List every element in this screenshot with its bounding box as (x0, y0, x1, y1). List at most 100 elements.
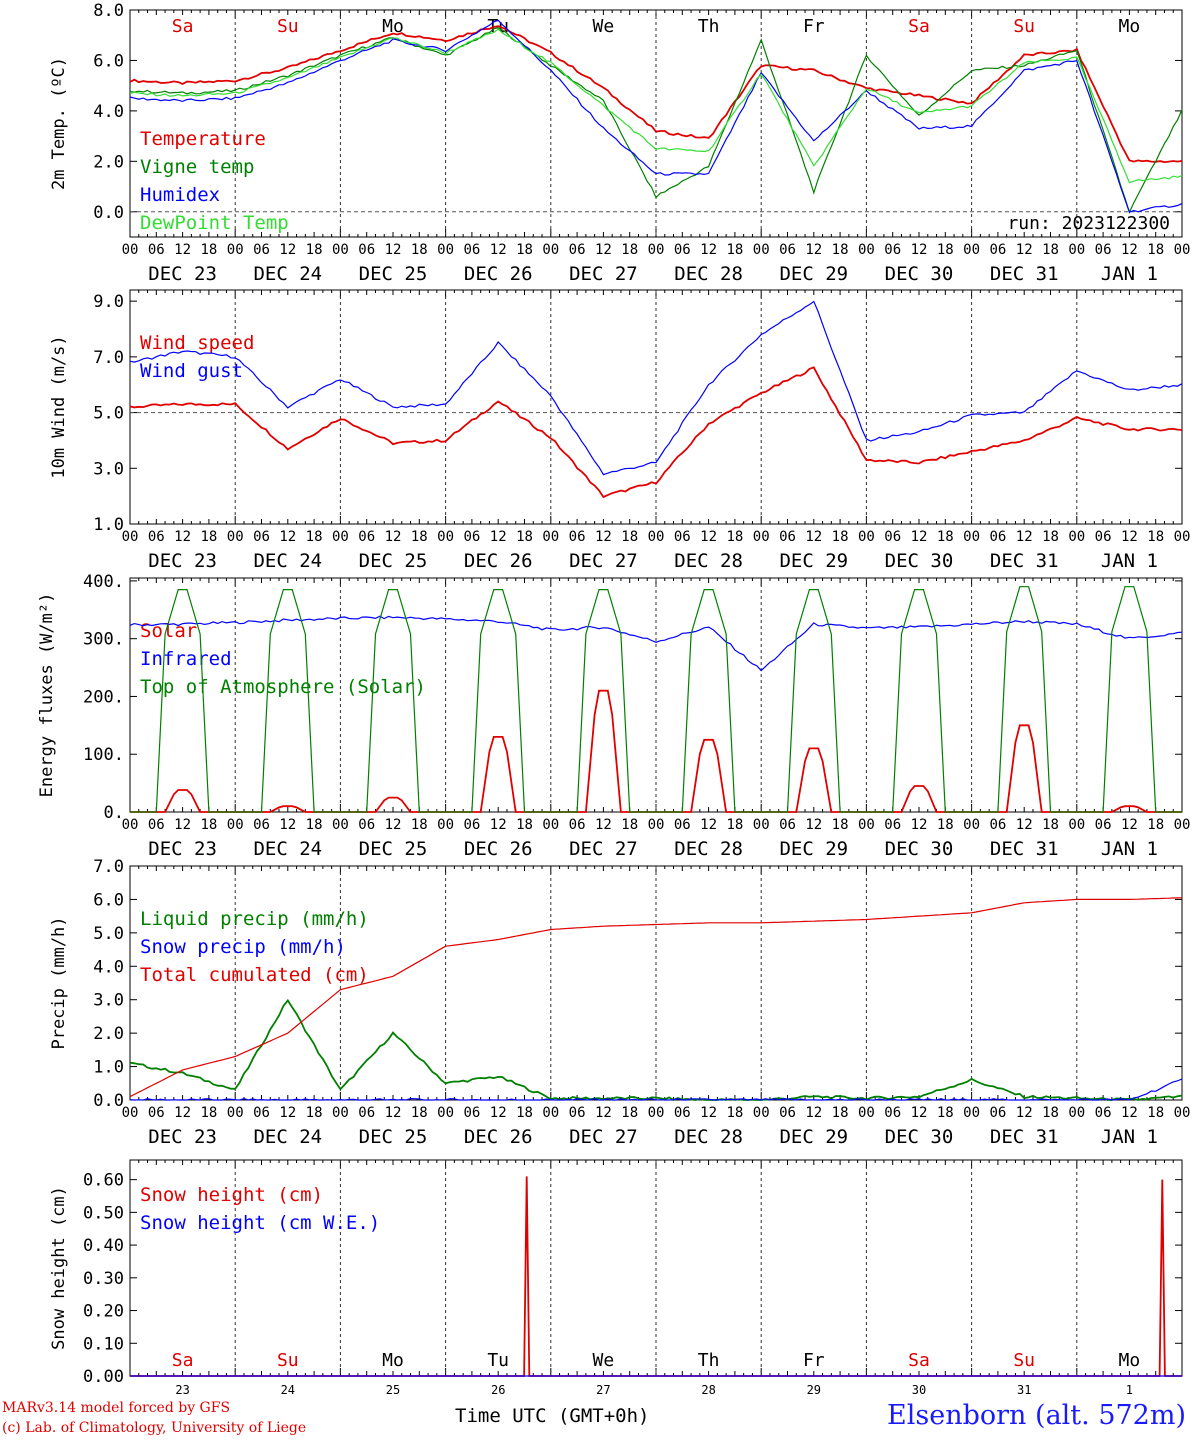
hour-tick-label: 00 (648, 1105, 665, 1121)
hour-tick-label: 12 (279, 817, 296, 833)
hour-tick-label: 00 (1068, 242, 1085, 258)
hour-tick-label: 18 (200, 529, 217, 545)
legend-entry: Top of Atmosphere (Solar) (140, 676, 426, 698)
hour-tick-label: 18 (726, 817, 743, 833)
hour-tick-label: 12 (1121, 1105, 1138, 1121)
hour-tick-label: 18 (411, 1105, 428, 1121)
date-label: DEC 29 (779, 263, 848, 285)
hour-tick-label: 12 (490, 242, 507, 258)
hour-tick-label: 12 (490, 1105, 507, 1121)
hour-tick-label: 12 (174, 529, 191, 545)
series-line (129, 300, 1183, 476)
hour-tick-label: 12 (911, 529, 928, 545)
hour-tick-label: 12 (595, 1105, 612, 1121)
hour-tick-label: 00 (332, 242, 349, 258)
hour-tick-label: 00 (1174, 817, 1191, 833)
date-label: DEC 29 (779, 1126, 848, 1148)
hour-tick-label: 12 (805, 529, 822, 545)
legend-entry: Humidex (140, 184, 220, 206)
hour-tick-label: 18 (621, 242, 638, 258)
hour-tick-label: 06 (358, 529, 375, 545)
hour-tick-label: 18 (621, 817, 638, 833)
hour-tick-label: 06 (569, 817, 586, 833)
hour-tick-label: 12 (279, 242, 296, 258)
legend-entry: Snow height (cm W.E.) (140, 1212, 380, 1234)
date-label: DEC 29 (779, 550, 848, 572)
hour-tick-label: 18 (306, 1105, 323, 1121)
hour-tick-label: 06 (253, 529, 270, 545)
date-label: DEC 27 (569, 263, 638, 285)
series-line (129, 615, 1183, 672)
hour-tick-label: 06 (358, 1105, 375, 1121)
hour-tick-label: 06 (1095, 529, 1112, 545)
hour-tick-label: 00 (227, 817, 244, 833)
hour-tick-label: 12 (805, 1105, 822, 1121)
hour-tick-label: 18 (306, 242, 323, 258)
hour-tick-label: 00 (542, 529, 559, 545)
hour-tick-label: 12 (1121, 817, 1138, 833)
date-label: DEC 26 (464, 1126, 533, 1148)
y-tick-label: 100. (83, 745, 124, 765)
hour-tick-label: 00 (122, 817, 139, 833)
hour-tick-label: 18 (306, 817, 323, 833)
hour-tick-label: 00 (227, 1105, 244, 1121)
hour-tick-label: 18 (726, 242, 743, 258)
y-axis-label: Energy fluxes (W/m²) (37, 593, 57, 798)
y-tick-label: 3.0 (93, 991, 124, 1011)
y-tick-label: 0.0 (93, 1091, 124, 1111)
hour-tick-label: 12 (1121, 529, 1138, 545)
hour-tick-label: 00 (1174, 1105, 1191, 1121)
series-line (130, 689, 1182, 813)
hour-tick-label: 06 (148, 817, 165, 833)
weekday-label: Sa (172, 1350, 194, 1371)
y-tick-label: 0.10 (83, 1334, 124, 1354)
legend-entry: Snow height (cm) (140, 1184, 323, 1206)
hour-tick-label: 00 (437, 817, 454, 833)
hour-tick-label: 00 (332, 817, 349, 833)
hour-tick-label: 18 (516, 1105, 533, 1121)
y-tick-label: 0. (104, 803, 124, 823)
hour-tick-label: 00 (122, 1105, 139, 1121)
hour-tick-label: 18 (1042, 529, 1059, 545)
date-label: DEC 24 (253, 1126, 322, 1148)
hour-tick-label: 00 (858, 817, 875, 833)
series-line (129, 28, 1183, 184)
hour-tick-label: 06 (674, 817, 691, 833)
y-tick-label: 2.0 (93, 1024, 124, 1044)
y-tick-label: 200. (83, 687, 124, 707)
hour-tick-label: 06 (674, 242, 691, 258)
hour-tick-label: 18 (832, 817, 849, 833)
hour-tick-label: 12 (174, 1105, 191, 1121)
legend-entry: Infrared (140, 648, 232, 670)
hour-tick-label: 12 (911, 242, 928, 258)
series-line (129, 25, 1183, 164)
y-tick-label: 5.0 (93, 924, 124, 944)
y-tick-label: 400. (83, 572, 124, 592)
hour-tick-label: 00 (1068, 1105, 1085, 1121)
hour-tick-label: 06 (463, 529, 480, 545)
date-label: DEC 30 (885, 838, 954, 860)
y-tick-label: 0.40 (83, 1236, 124, 1256)
hour-tick-label: 12 (700, 817, 717, 833)
hour-tick-label: 06 (253, 1105, 270, 1121)
date-label: DEC 31 (990, 1126, 1059, 1148)
day-number-label: 24 (281, 1383, 295, 1397)
date-label: DEC 28 (674, 263, 743, 285)
date-label: DEC 31 (990, 838, 1059, 860)
series-line (129, 366, 1183, 499)
hour-tick-label: 00 (227, 529, 244, 545)
y-axis-label: 10m Wind (m/s) (49, 335, 69, 478)
station-name: Elsenborn (alt. 572m) (887, 1400, 1186, 1431)
y-tick-label: 0.0 (93, 203, 124, 223)
hour-tick-label: 00 (332, 529, 349, 545)
run-annotation: run: 2023122300 (1007, 213, 1170, 234)
date-label: DEC 30 (885, 550, 954, 572)
hour-tick-label: 18 (832, 529, 849, 545)
hour-tick-label: 00 (542, 242, 559, 258)
hour-tick-label: 18 (411, 817, 428, 833)
hour-tick-label: 12 (385, 242, 402, 258)
hour-tick-label: 00 (542, 817, 559, 833)
hour-tick-label: 06 (779, 1105, 796, 1121)
legend-entry: Wind gust (140, 360, 243, 382)
